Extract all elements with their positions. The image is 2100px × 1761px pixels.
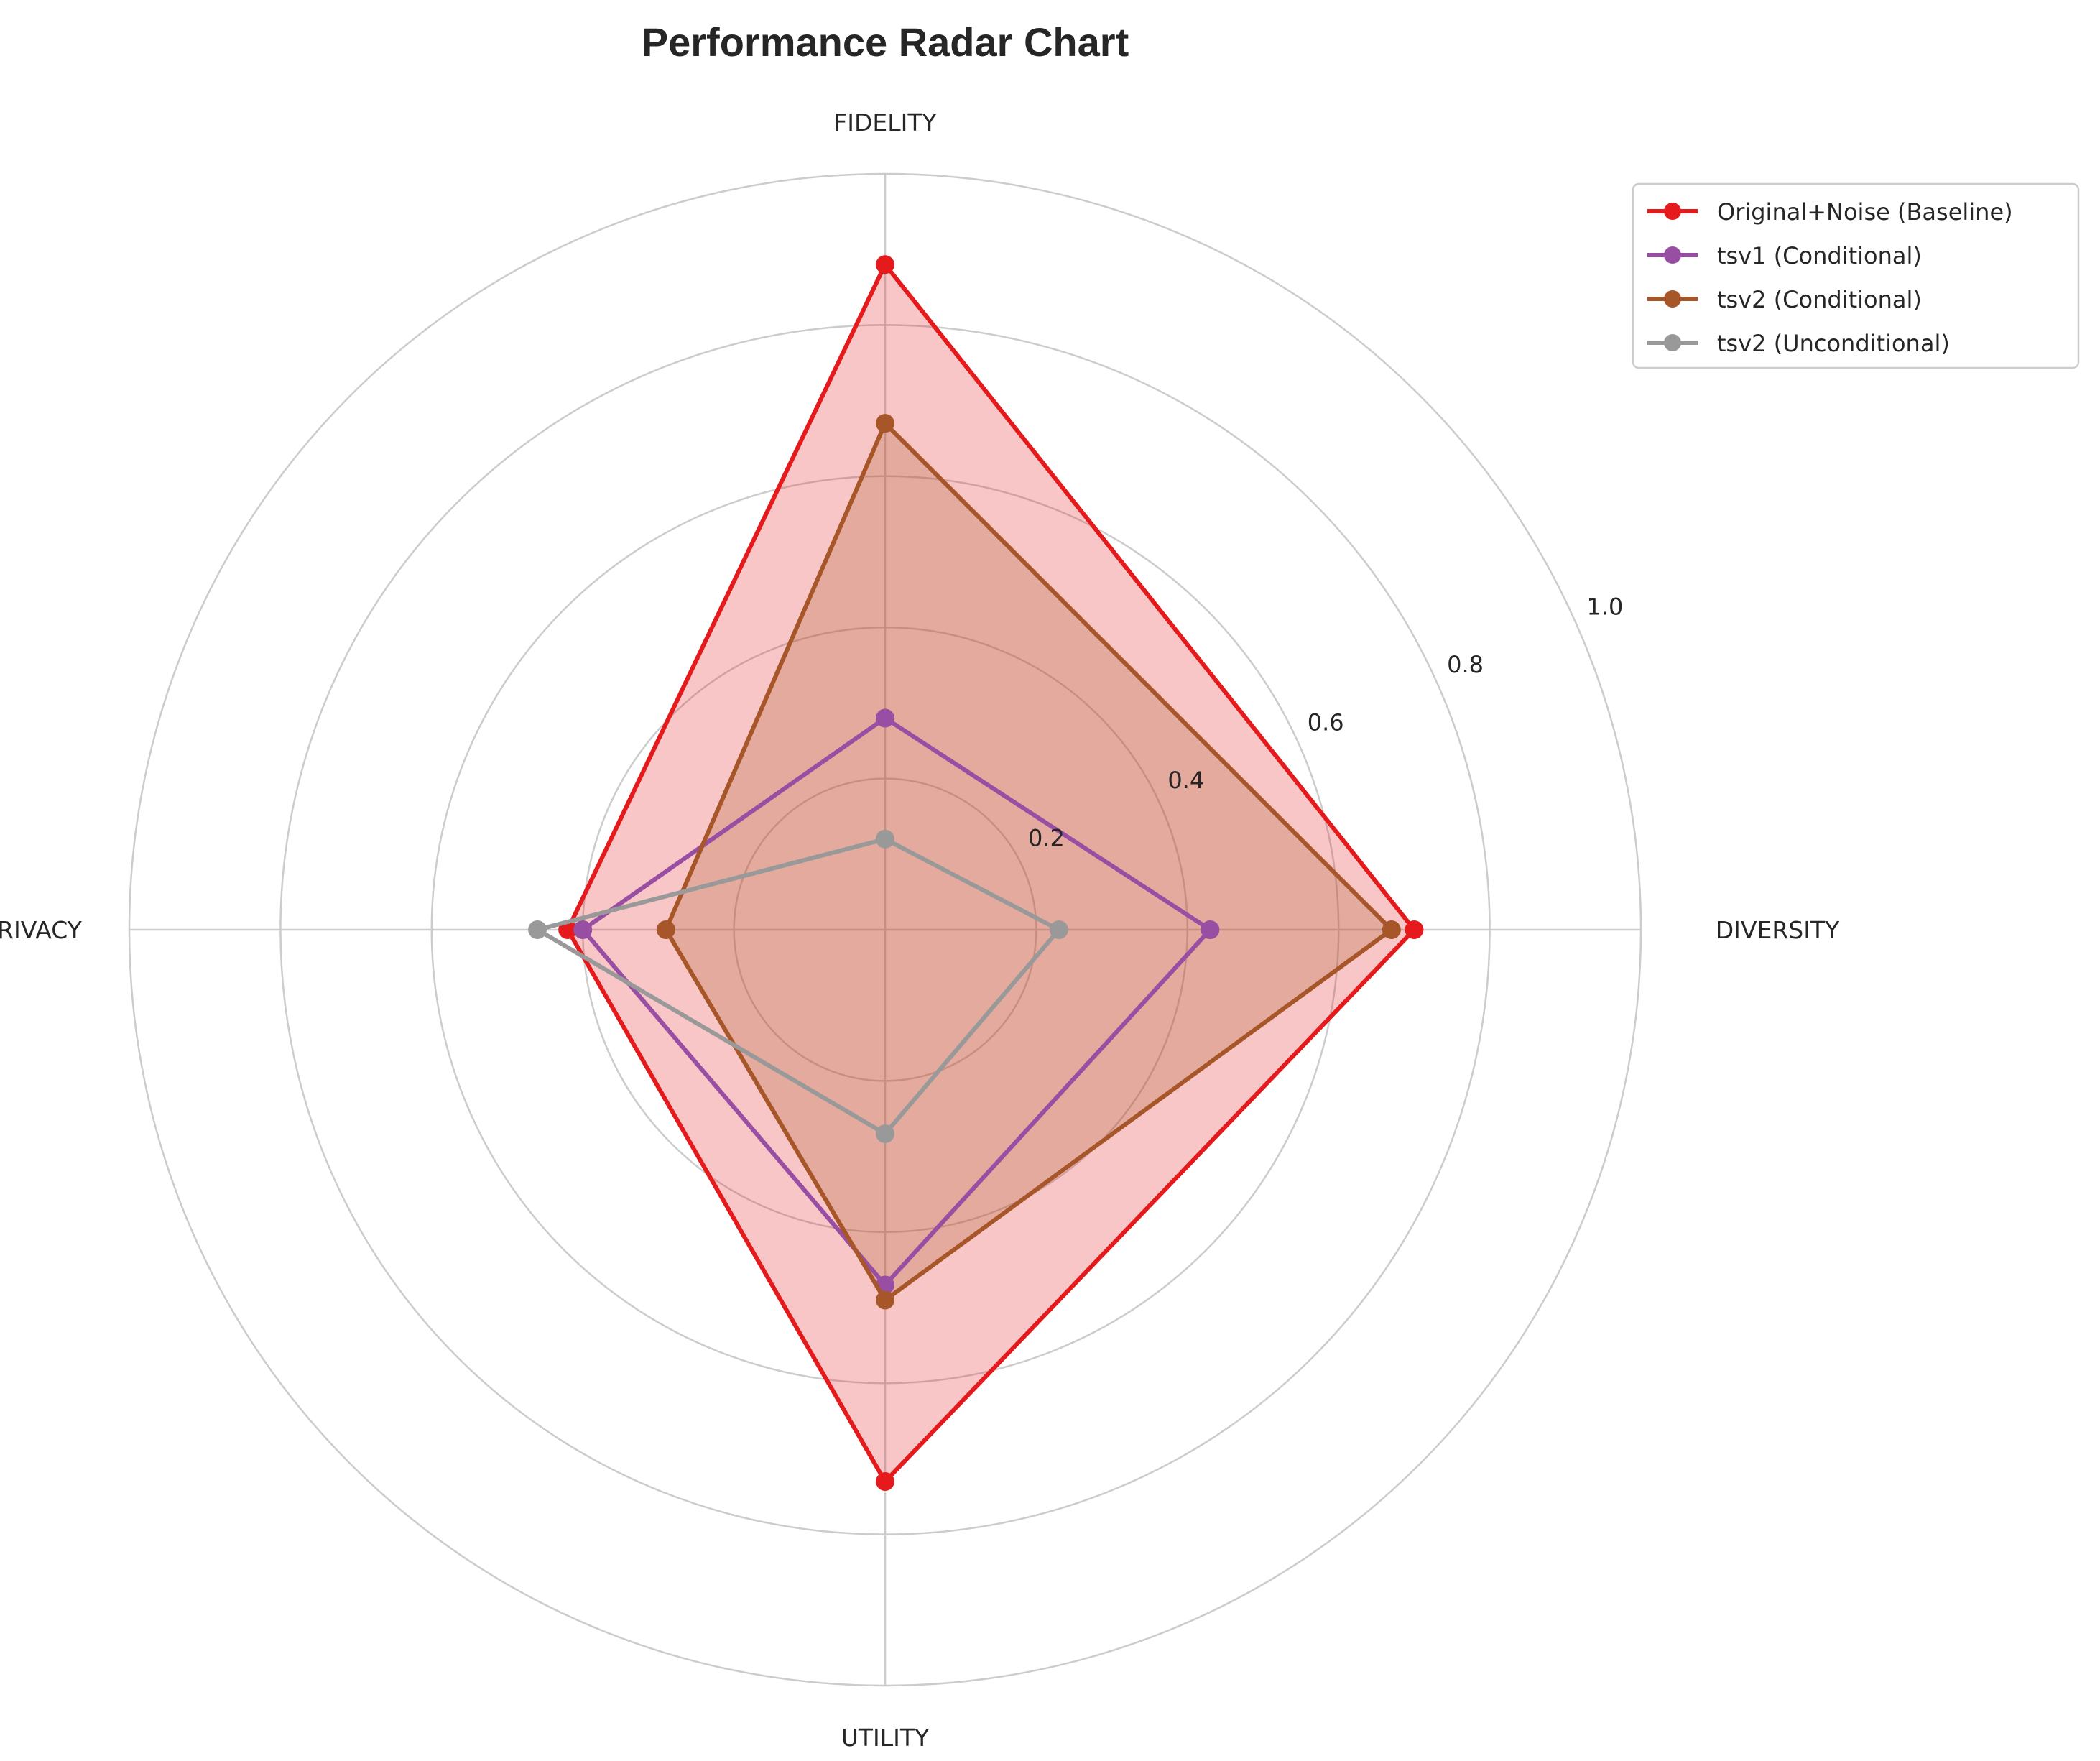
series-fill — [568, 264, 1415, 1482]
series-group — [528, 829, 1068, 1144]
legend-frame — [1632, 182, 2080, 369]
axis-label-privacy: PRIVACY — [0, 916, 83, 944]
data-point — [1201, 920, 1220, 939]
data-point — [876, 829, 894, 849]
legend-marker — [1664, 290, 1681, 308]
data-point — [876, 255, 894, 274]
series-group — [656, 414, 1401, 1310]
series-fill — [665, 423, 1392, 1300]
series-group — [558, 255, 1424, 1491]
data-point — [1049, 920, 1068, 939]
data-point — [876, 1290, 894, 1310]
legend-label: tsv2 (Conditional) — [1717, 286, 1922, 313]
data-point — [876, 1124, 894, 1144]
data-point — [1382, 920, 1401, 939]
legend-item: tsv1 (Conditional) — [1647, 242, 1922, 269]
radial-tick-label: 0.2 — [1028, 824, 1065, 851]
radial-tick-labels: 0.2 0.4 0.6 0.8 1.0 — [1028, 593, 1623, 851]
legend-marker — [1664, 246, 1681, 264]
radial-tick-label: 0.4 — [1167, 767, 1204, 794]
radial-tick-label: 0.8 — [1447, 651, 1484, 678]
radial-tick-label: 0.6 — [1308, 708, 1344, 736]
axis-label-fidelity: FIDELITY — [833, 108, 937, 137]
chart-title: Performance Radar Chart — [642, 19, 1129, 65]
legend-marker — [1664, 334, 1681, 351]
series-group — [573, 708, 1220, 1295]
legend-item: tsv2 (Unconditional) — [1647, 330, 1950, 357]
axis-labels: FIDELITY DIVERSITY UTILITY PRIVACY — [0, 108, 1840, 1752]
legend-item: tsv2 (Conditional) — [1647, 286, 1922, 313]
legend-marker — [1664, 203, 1681, 220]
data-point — [876, 414, 894, 433]
legend-label: tsv2 (Unconditional) — [1717, 330, 1950, 357]
axis-label-diversity: DIVERSITY — [1716, 916, 1840, 944]
data-point — [656, 920, 675, 939]
radar-grid — [128, 172, 1642, 1687]
data-point — [528, 920, 547, 939]
legend-item: Original+Noise (Baseline) — [1647, 198, 2013, 226]
series-fills — [568, 264, 1415, 1482]
data-point — [1405, 920, 1424, 939]
data-point — [876, 1471, 894, 1491]
legend: Original+Noise (Baseline) tsv1 (Condition… — [1632, 182, 2080, 369]
radial-tick-label: 1.0 — [1586, 593, 1623, 620]
legend-label: Original+Noise (Baseline) — [1717, 198, 2013, 226]
series-lines — [528, 255, 1424, 1491]
legend-label: tsv1 (Conditional) — [1717, 242, 1922, 269]
data-point — [876, 708, 894, 728]
data-point — [573, 920, 593, 939]
axis-label-utility: UTILITY — [841, 1724, 930, 1752]
